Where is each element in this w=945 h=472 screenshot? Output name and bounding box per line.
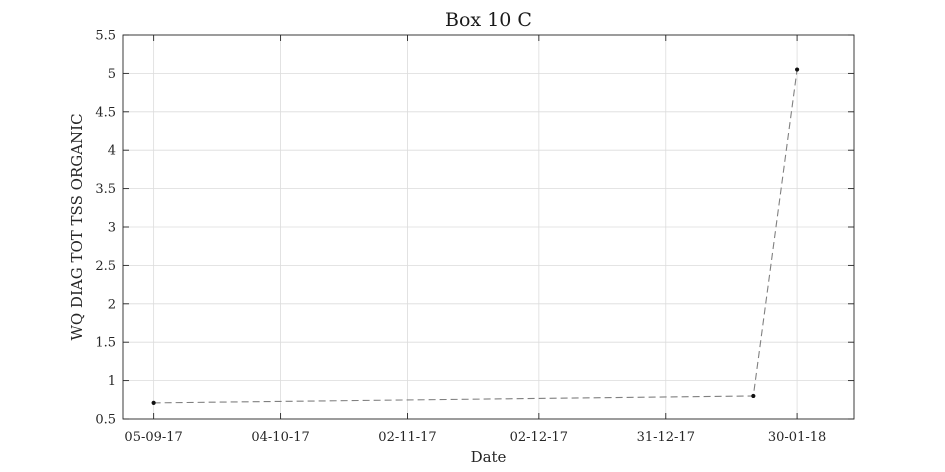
y-tick-label: 1 — [108, 374, 116, 389]
axis-ticks: 05-09-17 04-10-17 02-11-17 02-12-17 31-12-17… — [95, 29, 854, 445]
y-tick-label: 4 — [108, 144, 116, 159]
x-tick-label: 04-10-17 — [251, 430, 309, 445]
y-tick-label: 4.5 — [95, 105, 116, 120]
chart-title: Box 10 C — [445, 9, 532, 31]
data-point — [795, 67, 800, 72]
series-layer — [151, 67, 800, 405]
x-tick-label: 31-12-17 — [637, 430, 695, 445]
y-tick-label: 2 — [108, 297, 116, 312]
data-point — [151, 400, 156, 405]
y-tick-label: 2.5 — [95, 259, 116, 274]
x-tick-label: 05-09-17 — [124, 430, 182, 445]
x-tick-label: 30-01-18 — [768, 430, 826, 445]
y-tick-label: 0.5 — [95, 413, 116, 428]
y-tick-label: 5.5 — [95, 29, 116, 44]
plot-area-frame — [122, 34, 855, 420]
grid — [123, 34, 854, 420]
data-point — [751, 393, 756, 399]
y-tick-label: 3 — [108, 221, 116, 236]
y-tick-label: 3.5 — [95, 182, 116, 197]
x-axis-label: Date — [471, 448, 507, 466]
x-tick-label: 02-12-17 — [510, 430, 568, 445]
y-tick-label: 1.5 — [95, 336, 116, 351]
y-tick-label: 5 — [108, 67, 116, 82]
x-tick-label: 02-11-17 — [378, 430, 436, 445]
y-axis-label: WQ DIAG TOT TSS ORGANIC — [68, 113, 86, 340]
